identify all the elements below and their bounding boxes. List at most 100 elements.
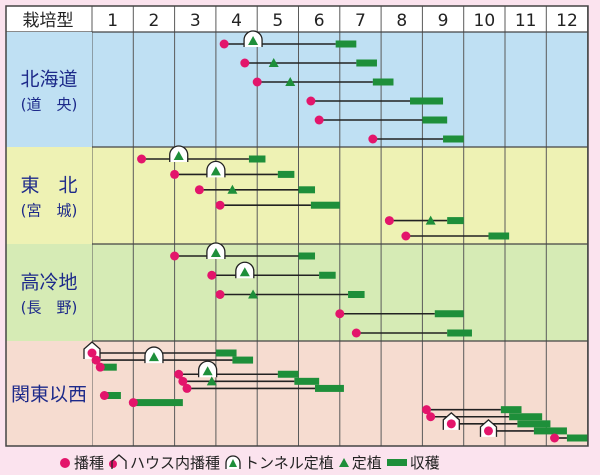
schedule-row	[182, 383, 344, 393]
tunnel-planting-triangle	[248, 36, 259, 45]
tunnel-planting-triangle	[210, 166, 221, 176]
schedule-row	[306, 96, 444, 106]
schedule-row	[335, 309, 464, 319]
harvest-bar	[232, 356, 254, 364]
harvest-bar	[310, 201, 340, 209]
tunnel-planting-icon	[225, 455, 241, 469]
planting-mark	[425, 215, 436, 225]
harvest-bar	[488, 232, 510, 240]
legend-item-house-sowing: ハウス内播種	[108, 452, 220, 473]
harvest-bar	[298, 252, 316, 260]
sowing-mark	[215, 290, 225, 299]
sowing-mark	[99, 391, 109, 400]
harvest-bar	[500, 406, 522, 414]
sowing-mark	[384, 216, 394, 226]
sowing-mark	[87, 348, 97, 358]
harvest-bar	[215, 349, 237, 357]
harvest-bar	[443, 135, 464, 143]
region-name: 高冷地	[20, 272, 77, 294]
harvest-bar	[315, 384, 344, 392]
sowing-mark	[178, 376, 188, 386]
harvest-bar	[248, 155, 266, 163]
harvest-bar	[372, 78, 394, 86]
harvest-bar	[294, 377, 320, 385]
schedule-marks	[83, 30, 588, 443]
region-subname: (道 央)	[21, 96, 78, 114]
harvest-bar	[509, 413, 543, 421]
sowing-mark	[550, 433, 560, 443]
table-border	[5, 5, 589, 447]
legend-item-tunnel-planting: トンネル定植	[224, 452, 334, 473]
region-label-cell	[6, 341, 92, 446]
harvest-bar	[447, 217, 464, 225]
schedule-row	[99, 391, 121, 400]
harvest-bar	[277, 370, 299, 378]
region-name: 東 北	[20, 175, 77, 197]
region-name: 関東以西	[11, 384, 87, 406]
schedule-row	[442, 411, 551, 430]
month-labels: 1 2 3 4 5 6 7 8 9 10 11 12	[107, 11, 578, 31]
region-name: 北海道	[20, 69, 77, 91]
sowing-mark	[240, 58, 250, 68]
schedule-row	[240, 58, 377, 68]
harvest-bar	[566, 434, 588, 442]
harvest-bar	[410, 97, 444, 105]
schedule-row	[128, 398, 183, 408]
harvest-bar	[104, 392, 121, 399]
harvest-bar	[277, 170, 295, 178]
sowing-mark	[207, 270, 217, 280]
sowing-mark	[174, 369, 184, 379]
month-label: 4	[231, 11, 242, 31]
sowing-mark	[351, 328, 361, 338]
sowing-mark	[368, 134, 378, 144]
harvest-bar	[533, 427, 567, 435]
tunnel-planting-triangle	[173, 151, 184, 160]
schedule-row	[215, 289, 365, 299]
schedule-row	[479, 419, 567, 437]
schedule-row	[91, 346, 254, 365]
tunnel-planting-triangle	[239, 267, 250, 277]
region-subname: (長 野)	[21, 299, 78, 317]
schedule-row	[550, 433, 588, 443]
month-label: 5	[272, 11, 283, 31]
legend-label-sowing: 播種	[74, 453, 105, 472]
schedule-row	[178, 376, 320, 386]
legend-item-harvest: 収穫	[386, 452, 440, 473]
schedule-row	[215, 200, 340, 210]
sowing-mark	[182, 383, 192, 393]
schedule-row	[368, 134, 464, 144]
region-label-cell	[6, 32, 92, 147]
planting-mark	[268, 58, 279, 67]
schedule-row	[351, 328, 472, 338]
legend-label-tunnel-planting: トンネル定植	[244, 453, 334, 472]
month-label: 7	[355, 11, 366, 31]
harvest-bar-icon	[386, 459, 407, 466]
schedule-row	[174, 360, 299, 379]
sowing-mark	[215, 200, 225, 210]
sowing-mark	[170, 251, 180, 261]
sowing-mark	[194, 185, 204, 195]
sowing-mark	[335, 309, 345, 319]
legend-label-planting: 定植	[351, 453, 382, 472]
region-band	[6, 244, 588, 341]
harvest-bar	[422, 116, 448, 124]
sowing-mark	[95, 362, 105, 372]
schedule-row	[194, 184, 316, 195]
month-label: 2	[149, 11, 160, 31]
legend-label-house-sowing: ハウス内播種	[130, 453, 221, 472]
month-label: 6	[314, 11, 325, 31]
month-label: 9	[438, 11, 449, 31]
harvest-bar	[434, 310, 464, 318]
sowing-mark	[401, 231, 411, 241]
planting-mark	[227, 184, 238, 194]
sowing-mark	[314, 115, 324, 125]
corner-label: 栽培型	[23, 11, 74, 31]
region-band	[6, 32, 588, 147]
month-label: 1	[107, 11, 118, 31]
sowing-mark	[422, 405, 432, 415]
legend-label-harvest: 収穫	[409, 453, 440, 472]
sowing-mark	[306, 96, 316, 106]
harvest-bar	[517, 420, 551, 428]
planting-mark	[248, 289, 259, 299]
sowing-mark	[137, 154, 147, 164]
